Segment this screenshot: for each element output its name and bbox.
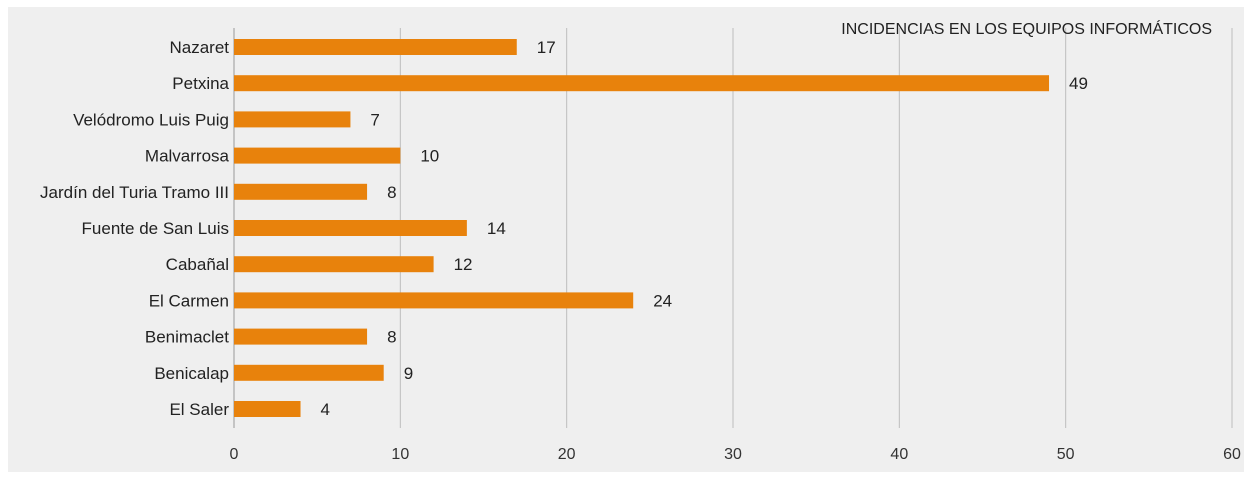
data-label: 24 [653,291,672,310]
data-label: 8 [387,328,396,347]
category-label: Cabañal [166,255,229,274]
data-label: 12 [454,255,473,274]
data-label: 14 [487,219,506,238]
data-label: 4 [321,400,330,419]
bar [234,147,401,164]
x-tick-label: 20 [558,446,576,463]
category-label: El Carmen [149,291,229,310]
category-label: Petxina [172,74,229,93]
bar [234,364,384,381]
data-label: 17 [537,38,556,57]
chart-title: INCIDENCIAS EN LOS EQUIPOS INFORMÁTICOS [841,19,1212,38]
bar [234,292,634,309]
category-label: Nazaret [169,38,229,57]
x-tick-label: 40 [890,446,908,463]
data-label: 7 [370,110,379,129]
x-tick-label: 10 [391,446,409,463]
x-tick-label: 0 [230,446,239,463]
data-label: 9 [404,364,413,383]
bar [234,111,351,128]
bar [234,256,434,273]
bar [234,328,368,345]
x-tick-label: 60 [1223,446,1241,463]
category-label: Malvarrosa [145,147,230,166]
bar [234,39,517,55]
data-label: 10 [420,147,439,166]
category-label: Benicalap [154,364,229,383]
bar [234,220,467,236]
category-label: Fuente de San Luis [82,219,229,238]
bars [234,39,1050,417]
bar [234,183,368,200]
x-tick-label: 50 [1057,446,1075,463]
x-tick-label: 30 [724,446,742,463]
bar [234,401,301,417]
data-label: 8 [387,183,396,202]
data-label: 49 [1069,74,1088,93]
category-label: Benimaclet [145,328,229,347]
category-label: Jardín del Turia Tramo III [40,183,229,202]
category-label: Velódromo Luis Puig [73,110,229,129]
bar [234,75,1050,92]
category-label: El Saler [169,400,229,419]
